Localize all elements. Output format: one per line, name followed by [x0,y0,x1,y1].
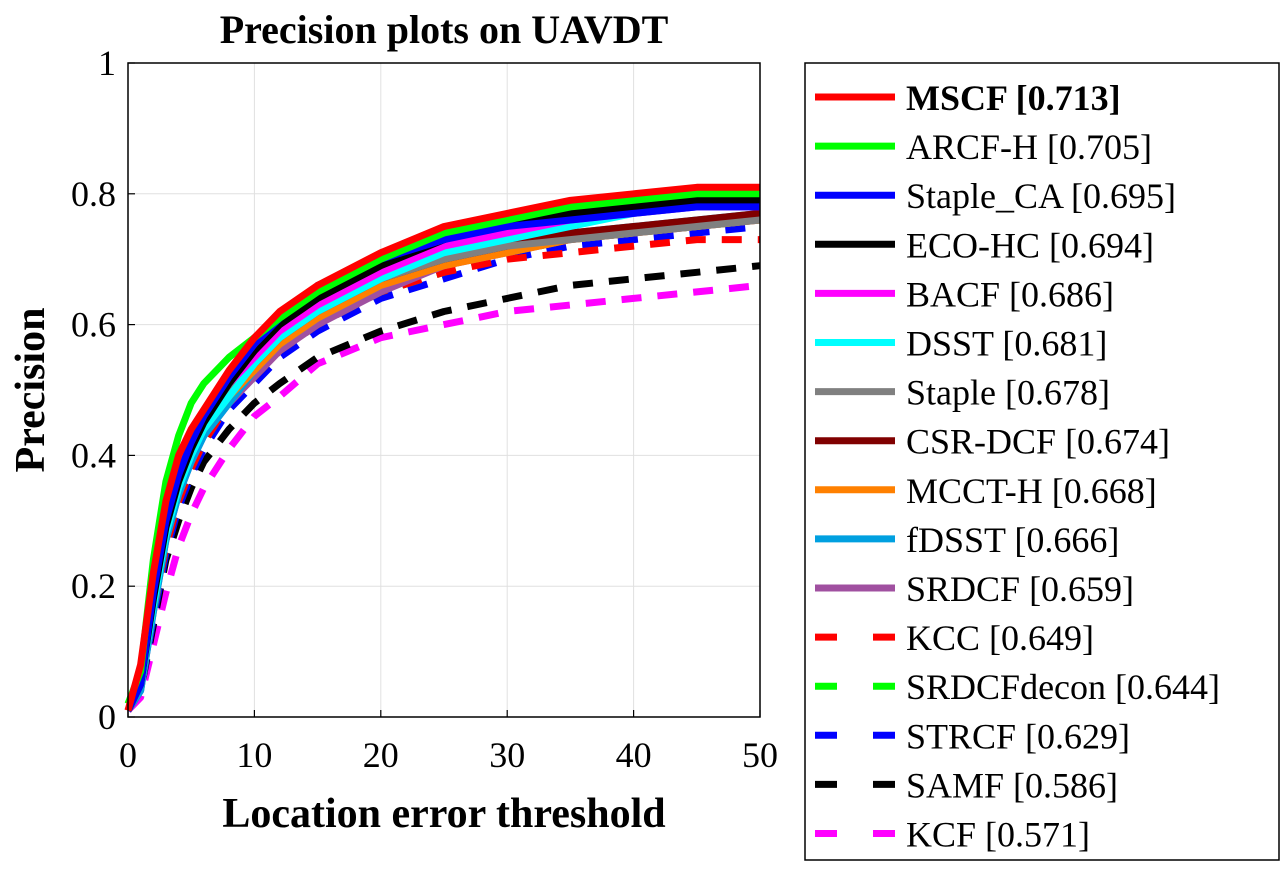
y-tick-label: 0 [98,697,116,737]
x-tick-label: 10 [236,735,272,775]
legend-label: Staple_CA [0.695] [906,176,1176,216]
tick-layer: 0 10 20 30 40 50 0 0.2 0.4 0.6 0.8 1 [71,43,778,775]
legend-label: CSR-DCF [0.674] [906,422,1170,462]
x-tick-label: 20 [363,735,399,775]
y-tick-label: 0.6 [71,305,116,345]
legend-label: SRDCF [0.659] [906,569,1134,609]
legend-label: fDSST [0.666] [906,520,1119,560]
legend-label: KCF [0.571] [906,815,1090,855]
legend-label: SRDCFdecon [0.644] [906,667,1220,707]
legend-label: BACF [0.686] [906,274,1114,314]
series-line-15 [125,281,761,713]
x-axis-label: Location error threshold [222,791,665,837]
series-layer [124,183,761,713]
legend-label: STRCF [0.629] [906,716,1130,756]
series-line-13 [125,223,761,713]
legend-label: MCCT-H [0.668] [906,471,1157,511]
y-tick-label: 0.8 [71,174,116,214]
plot-frame [127,62,761,718]
legend-label: ECO-HC [0.694] [906,225,1154,265]
legend-label: Staple [0.678] [906,373,1110,413]
x-tick-label: 30 [489,735,525,775]
y-axis-label: Precision [8,308,54,473]
legend-label: ARCF-H [0.705] [906,127,1152,167]
legend-label: KCC [0.649] [906,618,1094,658]
x-tick-label: 50 [742,735,778,775]
chart-title: Precision plots on UAVDT [220,7,669,52]
legend-label: DSST [0.681] [906,324,1107,364]
series-line-14 [125,262,761,713]
x-tick-label: 0 [119,735,137,775]
legend-entries: MSCF [0.713] ARCF-H [0.705] Staple_CA [0.6… [815,78,1220,855]
y-tick-label: 1 [98,43,116,83]
legend-label: SAMF [0.586] [906,765,1118,805]
legend-label: MSCF [0.713] [906,78,1121,118]
x-tick-label: 40 [616,735,652,775]
series-line-0 [124,183,760,712]
y-tick-label: 0.2 [71,566,116,606]
legend: MSCF [0.713] ARCF-H [0.705] Staple_CA [0.6… [804,62,1280,861]
y-tick-label: 0.4 [71,435,116,475]
